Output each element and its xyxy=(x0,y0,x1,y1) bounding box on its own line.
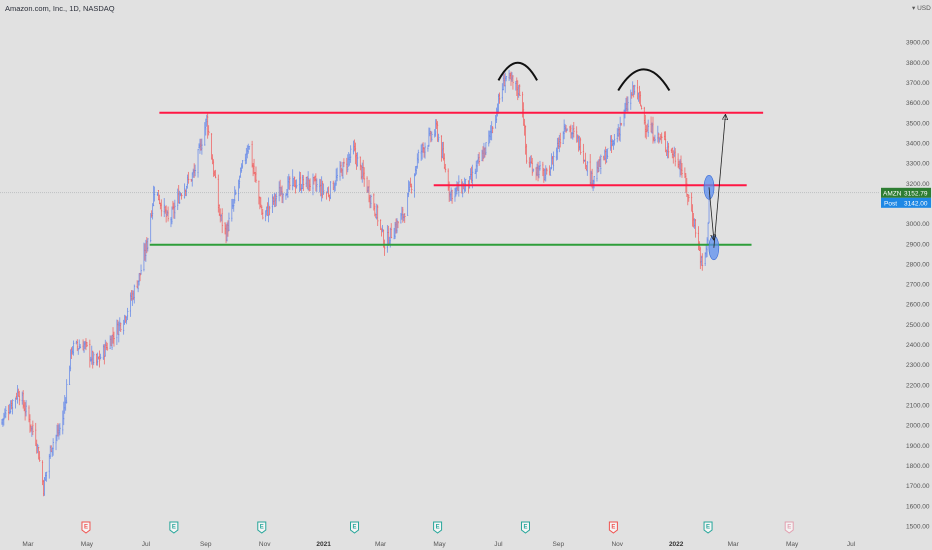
post-tag xyxy=(881,197,901,208)
price-tick-label: 2100.00 xyxy=(906,403,930,410)
time-tick-label: Mar xyxy=(728,541,740,548)
earnings-marker[interactable]: E xyxy=(257,521,267,534)
price-tick-label: 2000.00 xyxy=(906,423,930,430)
price-tick-label: 3400.00 xyxy=(906,140,930,147)
earnings-letter: E xyxy=(611,525,615,531)
post-price-text: 3142.00 xyxy=(904,200,928,207)
price-tick-label: 2200.00 xyxy=(906,382,930,389)
time-tick-label: Mar xyxy=(22,541,34,548)
earnings-marker[interactable]: E xyxy=(169,521,179,534)
time-tick-label: Jul xyxy=(847,541,856,548)
earnings-marker[interactable]: E xyxy=(784,521,794,534)
time-tick-label: Nov xyxy=(259,541,271,548)
price-tick-label: 2300.00 xyxy=(906,362,930,369)
currency-label: ▾ USD xyxy=(912,5,931,12)
earnings-letter: E xyxy=(260,525,264,531)
time-axis: Mar May Jul Sep Nov 2021 Mar May Jul Sep Nov 2022 Ma… xyxy=(22,541,855,548)
time-tick-label: 2021 xyxy=(316,541,331,548)
candles-layer xyxy=(1,69,710,497)
time-tick-label: Nov xyxy=(611,541,623,548)
price-tick-label: 3000.00 xyxy=(906,221,930,228)
price-tick-label: 1900.00 xyxy=(906,443,930,450)
time-tick-label: May xyxy=(81,541,94,548)
post-tag-text: Post xyxy=(884,200,897,207)
time-tick-label: May xyxy=(433,541,446,548)
earnings-letter: E xyxy=(523,525,527,531)
time-tick-label: Jul xyxy=(142,541,151,548)
price-tick-label: 3300.00 xyxy=(906,161,930,168)
earnings-marker[interactable]: E xyxy=(608,521,618,534)
price-tick-label: 2900.00 xyxy=(906,241,930,248)
annotations-layer xyxy=(0,61,880,261)
last-price-tag xyxy=(901,187,931,198)
earnings-marker[interactable]: E xyxy=(81,521,91,534)
time-tick-label: Mar xyxy=(375,541,387,548)
price-tick-label: 3200.00 xyxy=(906,181,930,188)
earnings-badge xyxy=(81,521,91,534)
earnings-letter: E xyxy=(84,525,88,531)
symbol-tag xyxy=(881,187,901,198)
earnings-badge xyxy=(169,521,179,534)
earnings-badge xyxy=(433,521,443,534)
earnings-letter: E xyxy=(706,525,710,531)
price-tick-label: 2600.00 xyxy=(906,302,930,309)
post-price-tag xyxy=(901,197,931,208)
earnings-badge xyxy=(784,521,794,534)
time-tick-label: 2022 xyxy=(669,541,684,548)
earnings-badge xyxy=(608,521,618,534)
earnings-badge xyxy=(350,521,360,534)
chart-title: Amazon.com, Inc., 1D, NASDAQ xyxy=(5,4,115,13)
earnings-letter: E xyxy=(787,525,791,531)
earnings-letter: E xyxy=(353,525,357,531)
earnings-badge xyxy=(257,521,267,534)
time-tick-label: Jul xyxy=(494,541,503,548)
price-tick-label: 1700.00 xyxy=(906,483,930,490)
price-tick-label: 1500.00 xyxy=(906,523,930,530)
price-tick-label: 3500.00 xyxy=(906,120,930,127)
earnings-badge xyxy=(703,521,713,534)
top-arc-2 xyxy=(617,68,671,91)
earnings-marker[interactable]: E xyxy=(433,521,443,534)
price-tick-label: 3700.00 xyxy=(906,80,930,87)
earnings-letter: E xyxy=(172,525,176,531)
time-tick-label: May xyxy=(786,541,799,548)
price-axis: 1500.00 1600.00 1700.00 1800.00 1900.00 2000.… xyxy=(906,5,931,530)
price-tick-label: 1600.00 xyxy=(906,503,930,510)
price-tick-label: 2800.00 xyxy=(906,261,930,268)
earnings-marker[interactable]: E xyxy=(350,521,360,534)
price-tick-label: 2400.00 xyxy=(906,342,930,349)
top-arc-1 xyxy=(497,61,538,81)
last-price-text: 3152.79 xyxy=(904,190,928,197)
earnings-marker[interactable]: E xyxy=(520,521,530,534)
price-tags: AMZN 3152.79 Post 3142.00 xyxy=(881,187,931,208)
earnings-marker[interactable]: E xyxy=(703,521,713,534)
price-tick-label: 2500.00 xyxy=(906,322,930,329)
price-tick-label: 2700.00 xyxy=(906,282,930,289)
projection-arrow-1 xyxy=(708,187,714,239)
projection-arrow-2 xyxy=(713,115,726,248)
symbol-tag-text: AMZN xyxy=(883,190,902,197)
price-tick-label: 1800.00 xyxy=(906,463,930,470)
earnings-letter: E xyxy=(436,525,440,531)
price-tick-label: 3900.00 xyxy=(906,40,930,47)
earnings-badge xyxy=(520,521,530,534)
price-tick-label: 3800.00 xyxy=(906,60,930,67)
time-tick-label: Sep xyxy=(200,541,212,548)
price-tick-label: 3600.00 xyxy=(906,100,930,107)
time-tick-label: Sep xyxy=(553,541,565,548)
